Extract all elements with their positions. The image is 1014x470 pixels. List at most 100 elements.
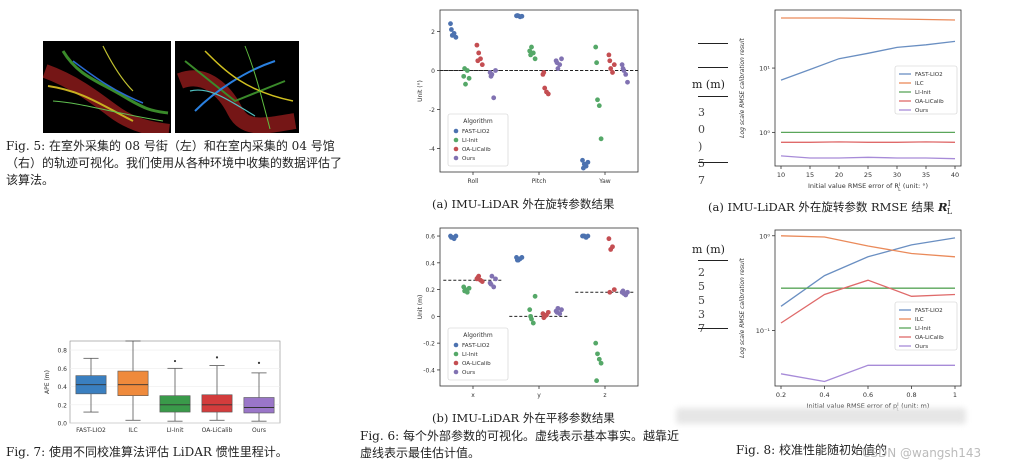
data-point bbox=[542, 85, 548, 91]
x-tick-label: 20 bbox=[835, 171, 843, 179]
data-point bbox=[515, 257, 520, 263]
data-point bbox=[489, 273, 495, 279]
data-point bbox=[606, 236, 612, 242]
legend-marker bbox=[453, 351, 459, 357]
legend-label: LI-Init bbox=[462, 138, 479, 144]
legend-label: OA-LiCalib bbox=[915, 99, 944, 105]
x-tick-label: 0.6 bbox=[863, 391, 873, 399]
y-tick-label: 0 bbox=[431, 314, 435, 321]
legend-box bbox=[447, 113, 509, 167]
y-axis-label: Unit (m) bbox=[417, 295, 424, 320]
x-tick-label: FAST-LIO2 bbox=[76, 427, 106, 434]
y-tick-label: 0.4 bbox=[57, 384, 67, 391]
fig8a-subcaption: (a) IMU-LiDAR 外在旋转参数 RMSE 结果 RIL bbox=[708, 199, 952, 216]
data-point bbox=[598, 360, 604, 366]
y-tick-label: 0.2 bbox=[425, 287, 435, 294]
data-point bbox=[474, 42, 480, 48]
series-line bbox=[780, 237, 956, 307]
data-point bbox=[619, 62, 625, 68]
x-tick-label: Roll bbox=[468, 178, 479, 185]
fig7-chart: 0.8 0.6 0.4 0.2 0.0 APE (m) FAST-LIO2 ILC LI-Ini… bbox=[44, 340, 281, 434]
data-point bbox=[488, 73, 494, 79]
x-tick-label: 15 bbox=[806, 171, 814, 179]
y-tick-label: 0.2 bbox=[57, 402, 67, 409]
data-point bbox=[607, 289, 613, 295]
data-point bbox=[554, 60, 560, 66]
data-point bbox=[555, 305, 561, 311]
series-line bbox=[780, 40, 956, 81]
x-tick-label: 25 bbox=[864, 171, 872, 179]
legend-label: OA-LiCalib bbox=[462, 147, 491, 153]
data-point bbox=[545, 309, 551, 315]
data-point bbox=[466, 285, 472, 291]
box bbox=[243, 397, 275, 414]
data-point bbox=[593, 44, 599, 50]
data-point bbox=[554, 309, 560, 315]
legend-label: LI-Init bbox=[915, 326, 932, 332]
y-tick-label: 10⁰ bbox=[759, 232, 770, 240]
data-point bbox=[479, 62, 485, 68]
outlier-point bbox=[215, 356, 219, 359]
data-point bbox=[451, 31, 457, 36]
fig8a-subcaption-sup: I bbox=[947, 199, 951, 209]
data-point bbox=[462, 288, 467, 294]
data-point bbox=[625, 79, 630, 85]
fig8a-subcaption-text: (a) IMU-LiDAR 外在旋转参数 RMSE 结果 bbox=[708, 200, 935, 214]
data-point bbox=[610, 244, 615, 250]
data-point bbox=[493, 276, 498, 282]
x-tick-label: Ours bbox=[252, 427, 266, 434]
data-point bbox=[532, 56, 538, 62]
legend-label: ILC bbox=[915, 81, 924, 87]
legend-label: ILC bbox=[915, 317, 924, 323]
y-axis-label: Unit (°) bbox=[417, 80, 424, 102]
x-tick-label: y bbox=[537, 392, 541, 399]
outlier-point bbox=[257, 361, 261, 364]
x-tick-label: 0.2 bbox=[776, 391, 786, 399]
data-point bbox=[581, 165, 586, 171]
data-point bbox=[527, 48, 533, 54]
fig7-panel: 0.8 0.6 0.4 0.2 0.0 APE (m) FAST-LIO2 ILC LI-Ini… bbox=[40, 337, 286, 441]
data-point bbox=[491, 95, 497, 101]
fig8-caption: Fig. 8: 校准性能随初始值的 bbox=[736, 443, 887, 457]
fig8a-subcaption-math: R bbox=[938, 200, 948, 214]
data-point bbox=[541, 315, 547, 321]
data-point bbox=[515, 13, 520, 18]
legend-marker bbox=[453, 342, 459, 348]
data-point bbox=[462, 66, 467, 71]
y-axis-label: Log scale RMSE calibration result bbox=[739, 37, 746, 137]
data-point bbox=[620, 288, 626, 294]
data-point bbox=[541, 70, 547, 75]
data-point bbox=[527, 307, 533, 313]
data-point bbox=[611, 287, 617, 292]
data-point bbox=[463, 81, 468, 87]
data-point bbox=[596, 103, 602, 109]
box bbox=[159, 395, 191, 413]
data-point bbox=[461, 73, 467, 79]
y-tick-label: -4 bbox=[429, 146, 435, 153]
lidar-map-left-svg bbox=[42, 41, 171, 138]
box bbox=[117, 370, 149, 396]
x-axis-label: Initial value RMSE error of RI L (unit: °… bbox=[808, 182, 928, 193]
data-point bbox=[532, 293, 538, 299]
legend-label: Ours bbox=[915, 108, 928, 114]
data-point bbox=[608, 66, 614, 71]
fig6b-panel: 0.6 0.4 0.2 0 -0.2 -0.4 Unit (m) x y z Algorithm FA… bbox=[412, 222, 648, 408]
fig6b-chart: 0.6 0.4 0.2 0 -0.2 -0.4 Unit (m) x y z Algorithm FA… bbox=[417, 227, 639, 399]
data-point bbox=[625, 289, 630, 295]
x-tick-label: 35 bbox=[922, 171, 930, 179]
lidar-map-right-svg bbox=[175, 41, 299, 134]
x-tick-label: Yaw bbox=[598, 178, 611, 185]
legend-marker bbox=[453, 360, 459, 366]
legend-box bbox=[894, 301, 958, 351]
data-point bbox=[595, 351, 600, 357]
data-point bbox=[559, 56, 564, 62]
data-point bbox=[585, 233, 591, 239]
fig5-caption: Fig. 5: 在室外采集的 08 号街（左）和在室内采集的 04 号馆（右）的… bbox=[6, 139, 343, 187]
fig8a-chart: 10¹ 10⁰ Log scale RMSE calibration result 1… bbox=[739, 9, 962, 193]
x-tick-label: 10 bbox=[777, 171, 785, 179]
y-tick-label: -0.2 bbox=[423, 341, 435, 348]
x-tick-label: 30 bbox=[893, 171, 901, 179]
y-tick-label: 0 bbox=[431, 68, 435, 75]
legend-label: LI-Init bbox=[462, 352, 479, 358]
